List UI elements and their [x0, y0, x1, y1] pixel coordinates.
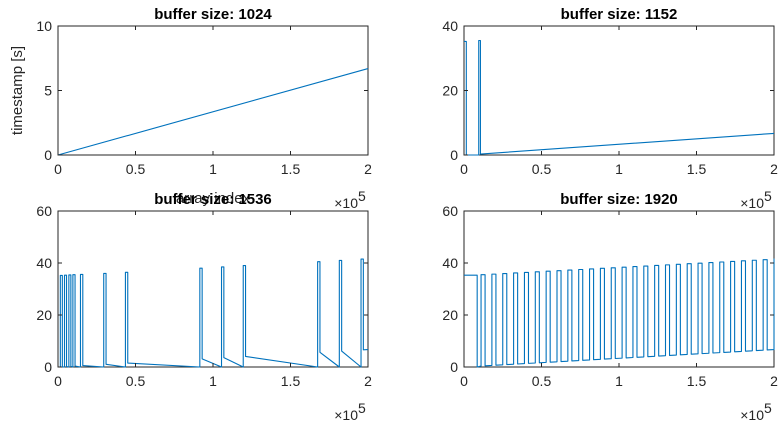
series-line: [57, 68, 369, 156]
y-axis-label: timestamp [s]: [9, 46, 26, 135]
y-tick-label: 10: [36, 18, 52, 34]
x-tick-label: 0.5: [532, 373, 552, 389]
x-exponent-label: ×10: [740, 407, 764, 423]
x-tick-label: 1.5: [687, 161, 707, 177]
x-exponent-label: ×10: [334, 407, 358, 423]
x-exponent-power: 5: [358, 400, 366, 416]
y-tick-label: 0: [44, 359, 52, 375]
x-tick-label: 0.5: [532, 161, 552, 177]
axes-box: [463, 210, 775, 368]
x-tick-label: 1: [209, 161, 217, 177]
axes-box: [57, 210, 369, 368]
x-tick-label: 1.5: [281, 373, 301, 389]
x-tick-label: 0.5: [126, 373, 146, 389]
x-tick-label: 2: [364, 373, 372, 389]
chart-title: buffer size: 1536: [154, 191, 272, 208]
x-exponent-power: 5: [358, 188, 366, 204]
chart-title: buffer size: 1024: [154, 6, 272, 23]
y-tick-label: 40: [442, 18, 458, 34]
x-tick-label: 2: [770, 161, 778, 177]
axes-box: [463, 25, 775, 156]
y-tick-label: 60: [36, 203, 52, 219]
series-line: [464, 39, 775, 156]
y-tick-label: 0: [44, 147, 52, 163]
x-exponent-label: ×10: [740, 195, 764, 211]
x-tick-label: 1: [615, 373, 623, 389]
x-tick-label: 1: [615, 161, 623, 177]
x-tick-label: 2: [770, 373, 778, 389]
y-tick-label: 0: [450, 359, 458, 375]
x-tick-label: 1.5: [687, 373, 707, 389]
x-exponent-power: 5: [764, 400, 772, 416]
x-tick-label: 1: [209, 373, 217, 389]
series-line: [58, 258, 369, 368]
x-tick-label: 0: [460, 161, 468, 177]
x-tick-label: 0.5: [126, 161, 146, 177]
x-exponent-label: ×10: [334, 195, 358, 211]
x-tick-label: 2: [364, 161, 372, 177]
y-tick-label: 40: [442, 255, 458, 271]
x-tick-label: 0: [460, 373, 468, 389]
y-tick-label: 5: [44, 83, 52, 99]
chart-title: buffer size: 1920: [560, 191, 678, 208]
series-line: [464, 258, 775, 368]
y-tick-label: 0: [450, 147, 458, 163]
x-tick-label: 1.5: [281, 161, 301, 177]
x-exponent-power: 5: [764, 188, 772, 204]
x-axis-label: array index: [176, 190, 251, 207]
x-tick-label: 0: [54, 373, 62, 389]
axes-box: [57, 25, 369, 156]
y-tick-label: 20: [442, 307, 458, 323]
y-tick-label: 20: [442, 83, 458, 99]
x-tick-label: 0: [54, 161, 62, 177]
chart-title: buffer size: 1152: [561, 6, 678, 23]
y-tick-label: 60: [442, 203, 458, 219]
y-tick-label: 40: [36, 255, 52, 271]
y-tick-label: 20: [36, 307, 52, 323]
